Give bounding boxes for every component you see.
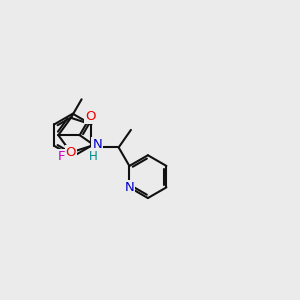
Text: F: F <box>58 150 65 163</box>
Text: O: O <box>66 146 76 159</box>
Text: N: N <box>92 138 102 151</box>
Text: H: H <box>88 150 97 163</box>
Text: N: N <box>124 181 134 194</box>
Text: O: O <box>85 110 96 123</box>
